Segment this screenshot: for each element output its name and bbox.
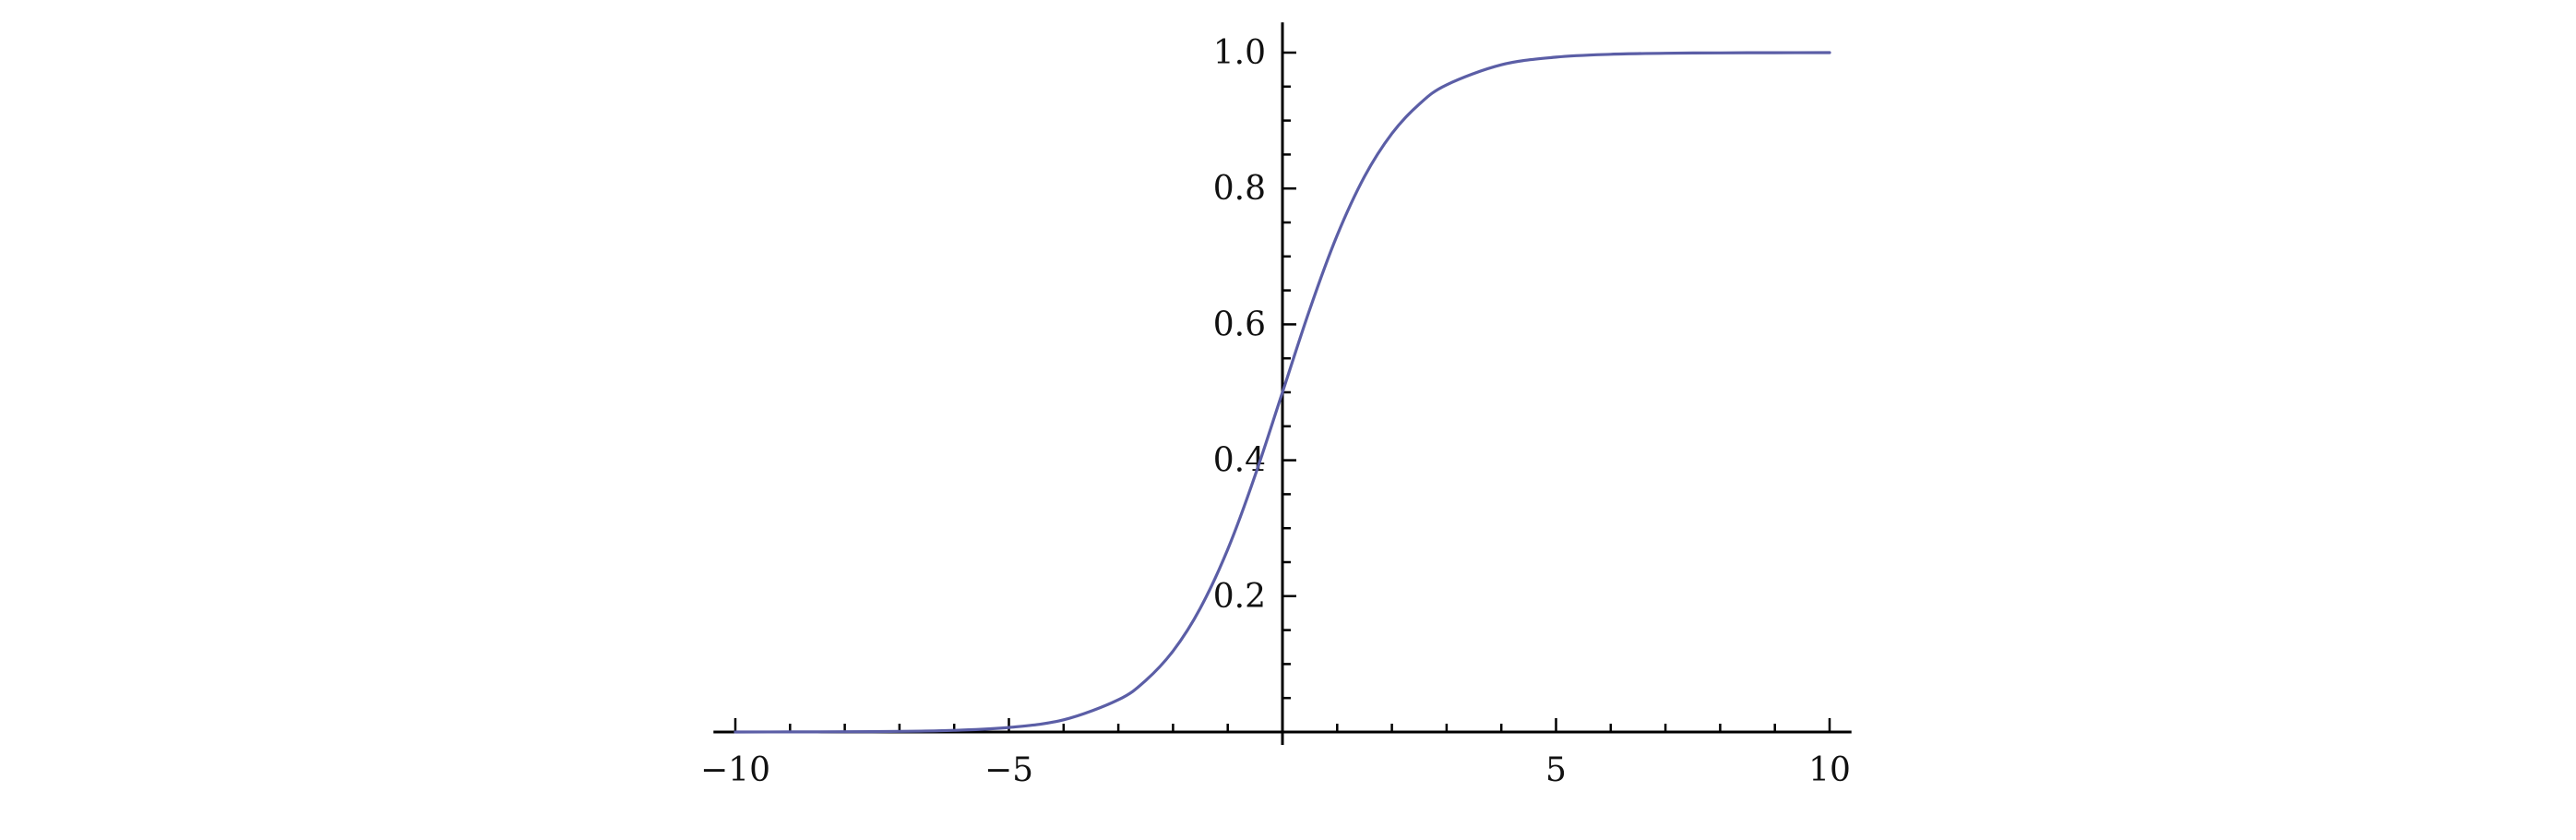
x-tick-label: −5 (984, 751, 1033, 789)
plot-area (733, 51, 1831, 734)
x-axis: −10 −5 5 10 (700, 718, 1852, 789)
y-tick-label: 0.6 (1213, 306, 1266, 343)
y-axis: 0.2 0.4 0.6 0.8 1.0 (1213, 22, 1296, 745)
x-tick-label: −10 (700, 751, 770, 789)
y-tick-label: 0.2 (1213, 578, 1266, 616)
series-line (733, 51, 1831, 734)
y-tick-label: 1.0 (1213, 34, 1266, 72)
x-tick-label: 10 (1808, 751, 1851, 789)
y-tick-label: 0.8 (1213, 170, 1266, 208)
x-tick-label: 5 (1545, 751, 1567, 789)
y-tick-label: 0.4 (1213, 442, 1266, 480)
